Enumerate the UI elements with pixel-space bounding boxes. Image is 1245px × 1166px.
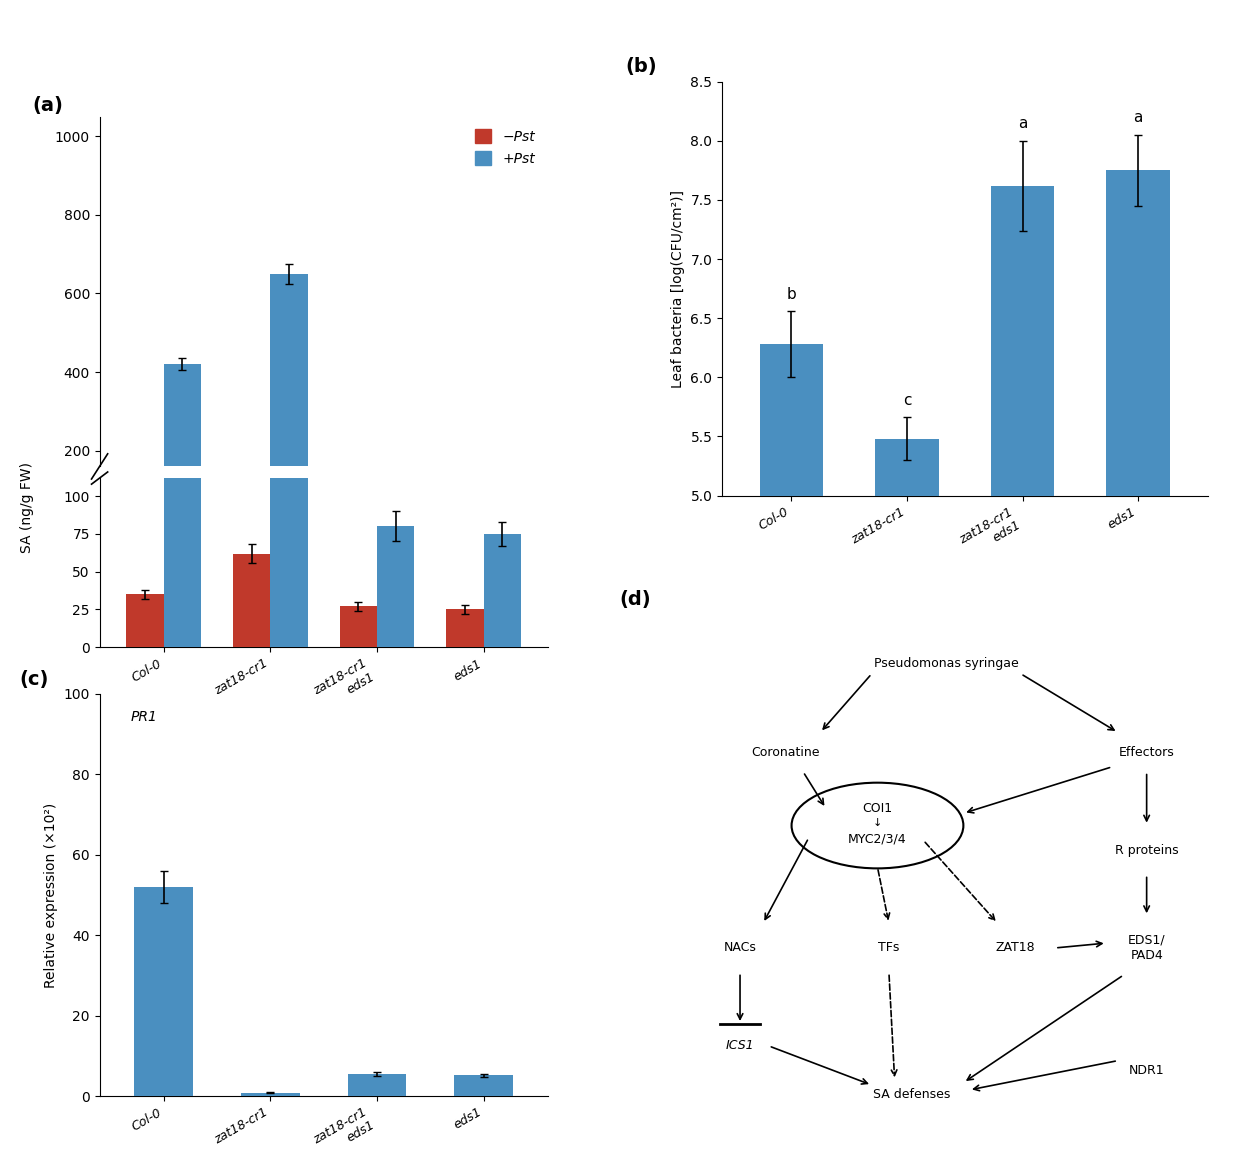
Bar [991, 185, 1055, 1087]
Bar [270, 0, 308, 647]
Bar [484, 534, 522, 647]
Y-axis label: Relative expression (×10²): Relative expression (×10²) [44, 802, 59, 988]
Text: TFs: TFs [878, 941, 900, 955]
Text: (a): (a) [32, 96, 63, 114]
Bar [233, 505, 270, 529]
Text: ↓: ↓ [873, 819, 883, 828]
Bar [484, 500, 522, 529]
Text: R proteins: R proteins [1114, 843, 1179, 857]
Bar [875, 438, 939, 1087]
Text: (d): (d) [620, 590, 651, 610]
Text: EDS1/
PAD4: EDS1/ PAD4 [1128, 934, 1165, 962]
Text: (c): (c) [19, 669, 49, 689]
Text: NACs: NACs [723, 941, 757, 955]
Text: COI1: COI1 [863, 802, 893, 815]
Bar [454, 1075, 513, 1096]
Text: Effectors: Effectors [1119, 745, 1174, 759]
Text: a: a [1018, 117, 1027, 132]
Text: Coronatine: Coronatine [752, 745, 820, 759]
Bar [340, 606, 377, 647]
Text: MYC2/3/4: MYC2/3/4 [848, 833, 906, 845]
Legend: −Pst, +Pst: −Pst, +Pst [469, 124, 540, 171]
Text: c: c [903, 393, 911, 408]
Text: PR1: PR1 [131, 710, 158, 724]
Bar [270, 274, 308, 529]
Bar [1107, 170, 1170, 1087]
Bar [377, 498, 415, 529]
Text: SA (ng/g FW): SA (ng/g FW) [20, 462, 35, 553]
Text: ICS1: ICS1 [726, 1039, 754, 1053]
Bar [340, 519, 377, 529]
Bar [447, 520, 484, 529]
Text: Pseudomonas syringae: Pseudomonas syringae [874, 658, 1018, 670]
Text: b: b [787, 287, 797, 302]
Text: NDR1: NDR1 [1129, 1063, 1164, 1077]
Bar [233, 554, 270, 647]
Bar [163, 364, 200, 529]
Text: ZAT18: ZAT18 [995, 941, 1035, 955]
Bar [347, 1074, 406, 1096]
Text: (b): (b) [625, 57, 656, 76]
Bar [377, 526, 415, 647]
Text: a: a [1134, 111, 1143, 126]
Text: SA defenses: SA defenses [873, 1088, 950, 1102]
Bar [242, 1093, 300, 1096]
Bar [163, 13, 200, 647]
Y-axis label: Leaf bacteria [log(CFU/cm²)]: Leaf bacteria [log(CFU/cm²)] [671, 190, 685, 387]
Bar [126, 515, 163, 529]
Bar [134, 887, 193, 1096]
Bar [759, 344, 823, 1087]
Bar [447, 610, 484, 647]
Bar [126, 595, 163, 647]
